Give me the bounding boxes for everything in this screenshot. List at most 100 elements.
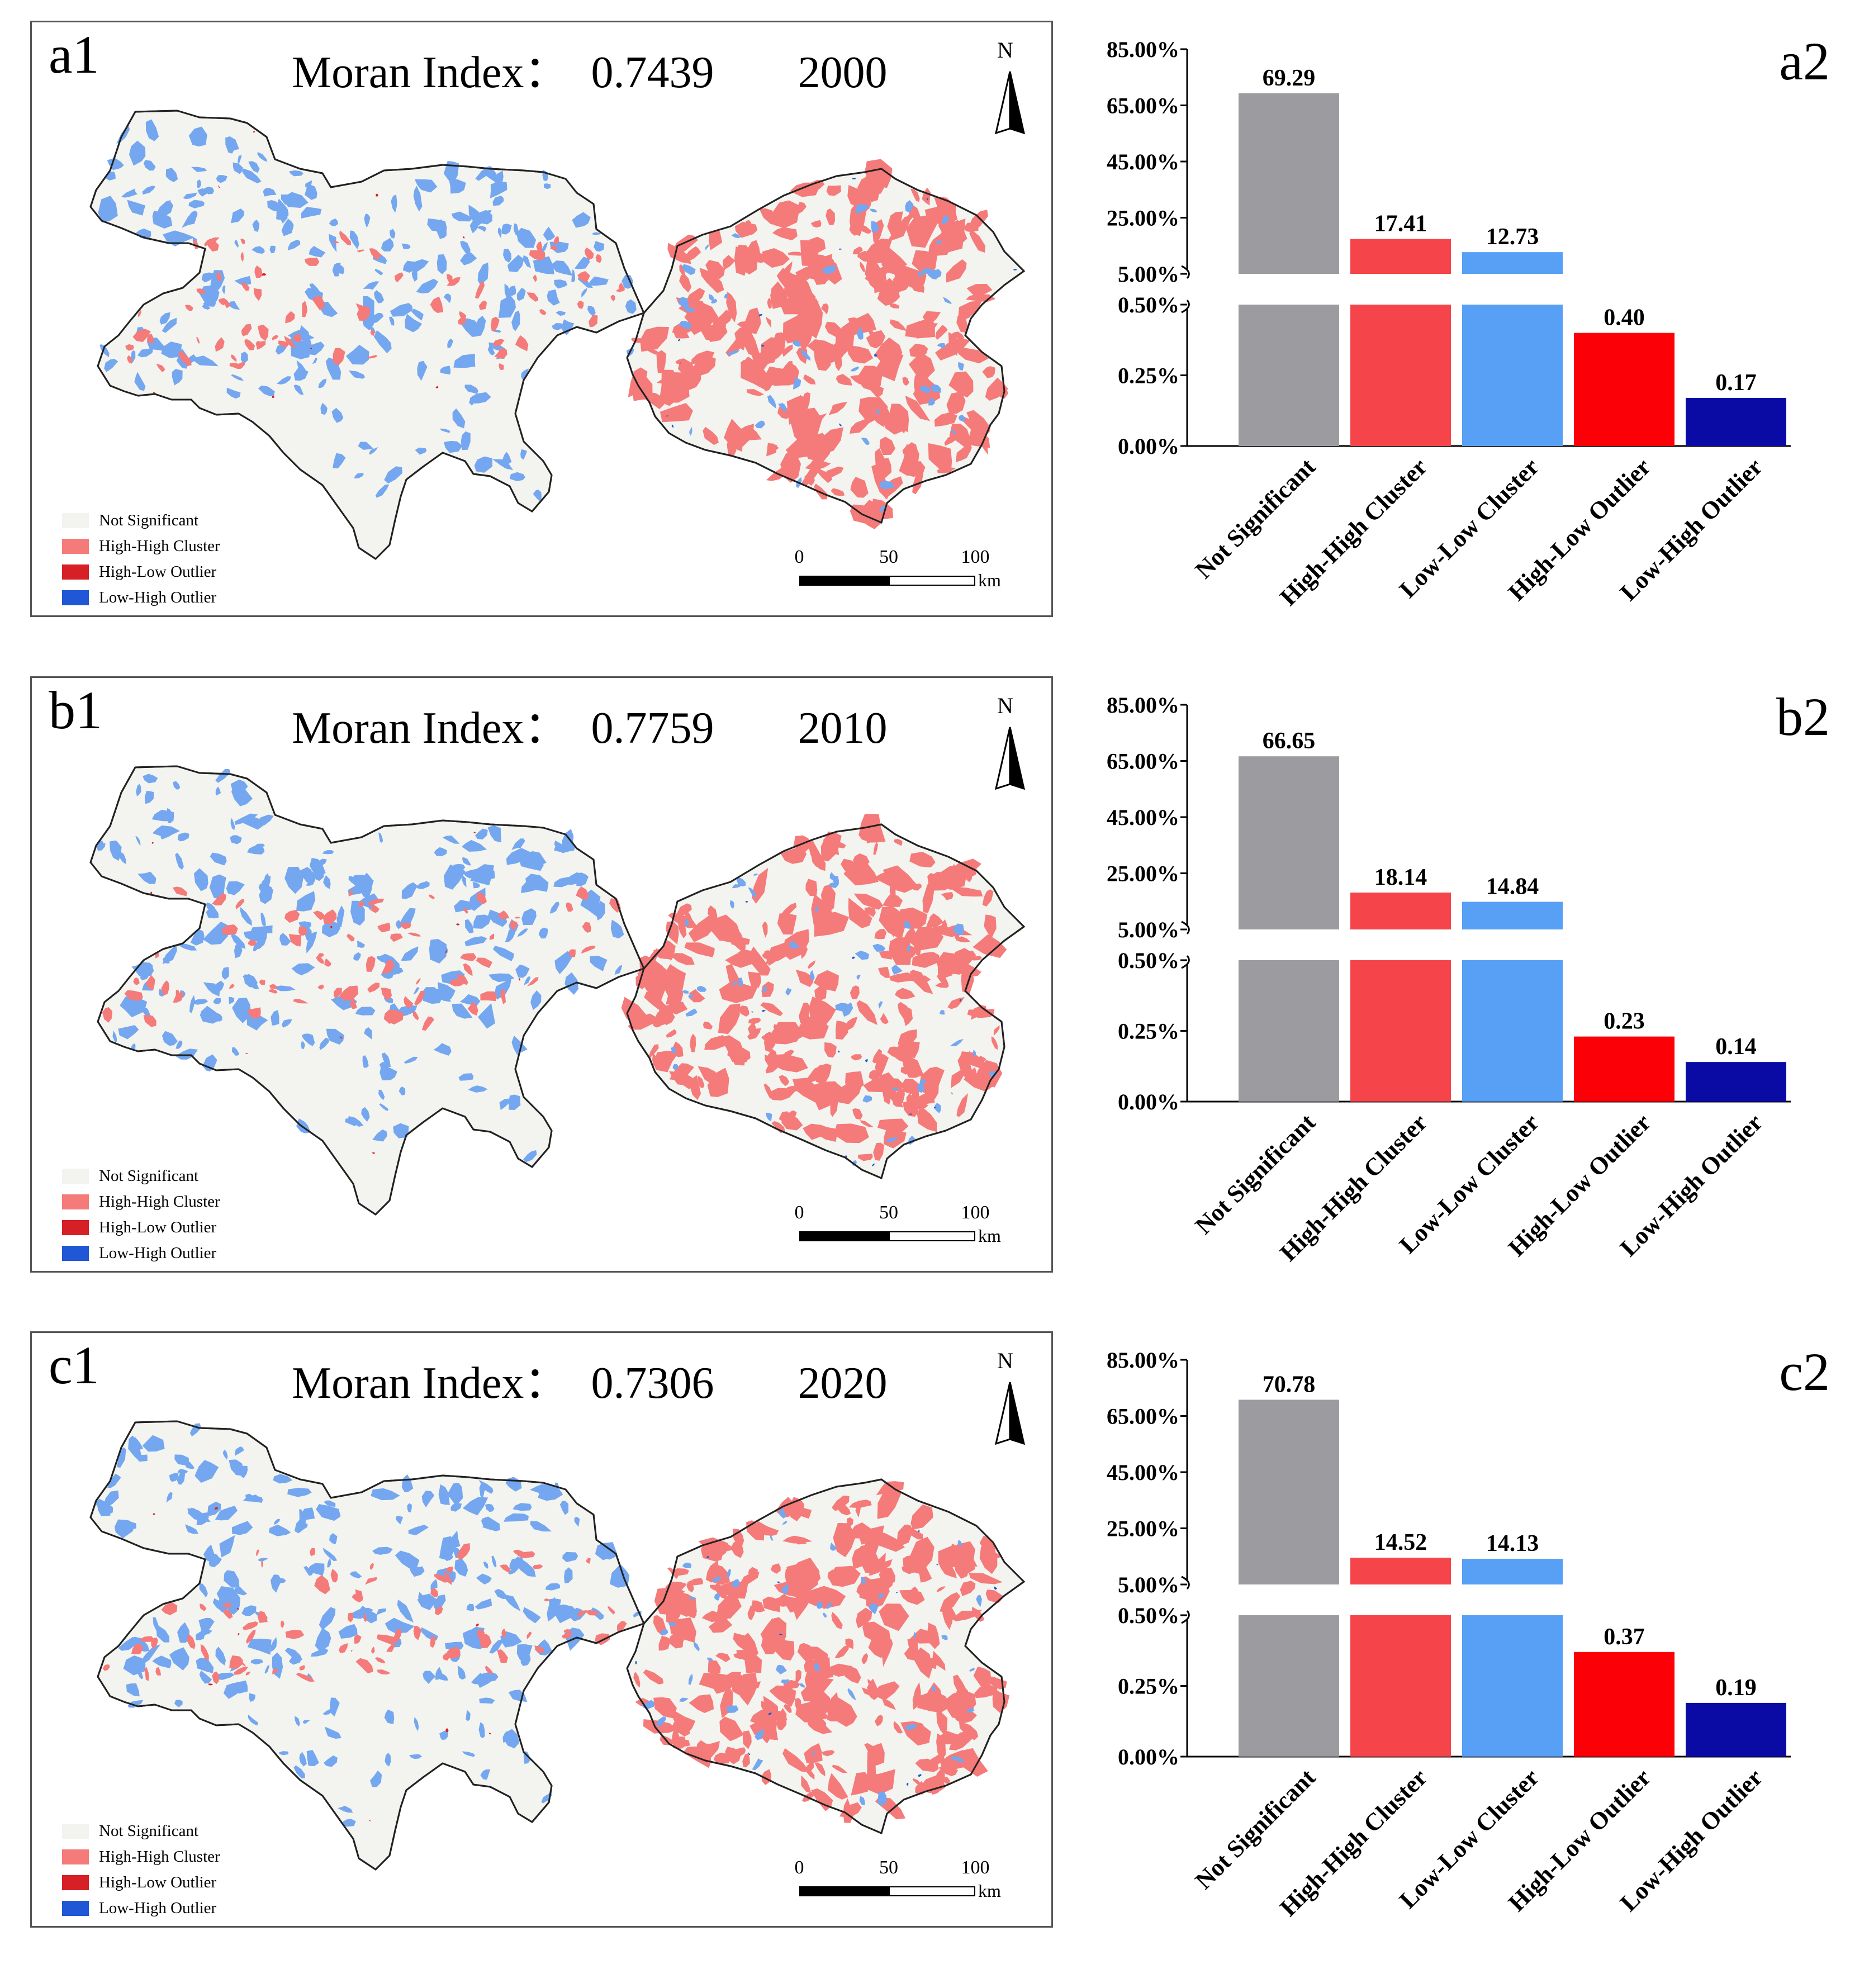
- cluster-patch: [730, 1540, 744, 1558]
- cluster-patch: [230, 931, 246, 949]
- cluster-patch: [905, 1524, 923, 1540]
- cluster-patch: [285, 311, 295, 324]
- cluster-patch: [940, 1009, 945, 1015]
- cluster-patch: [200, 1603, 207, 1611]
- legend-item: Low-Low Cluster: [62, 1921, 220, 1926]
- cluster-patch: [279, 932, 291, 946]
- cluster-patch: [748, 971, 762, 989]
- cluster-patch: [856, 327, 864, 340]
- cluster-patch: [728, 1054, 744, 1062]
- cluster-patch: [233, 162, 243, 174]
- cluster-patch: [701, 1611, 730, 1622]
- scale-bar: 0 50 100 km: [795, 548, 1001, 609]
- cluster-patch: [878, 1593, 884, 1600]
- cluster-patch: [413, 987, 420, 995]
- cluster-patch: [369, 1770, 382, 1787]
- cluster-patch: [135, 228, 151, 240]
- cluster-patch: [985, 1676, 1007, 1690]
- cluster-patch: [423, 1671, 436, 1685]
- cluster-patch: [761, 1629, 780, 1654]
- cluster-patch: [184, 305, 193, 311]
- cluster-patch: [459, 994, 481, 1005]
- cluster-patch: [712, 1576, 721, 1582]
- cluster-patch: [231, 1521, 253, 1535]
- cluster-patch: [682, 1562, 692, 1568]
- cluster-patch: [948, 1731, 974, 1750]
- north-arrow-icon: [994, 71, 1026, 135]
- cluster-patch: [862, 1095, 872, 1103]
- cluster-patch: [372, 1546, 393, 1555]
- cluster-patch: [685, 918, 690, 927]
- bar-upper-segment: [1462, 1559, 1563, 1584]
- cluster-patch: [196, 288, 206, 294]
- cluster-patch: [430, 296, 444, 313]
- cluster-patch: [771, 1121, 785, 1133]
- cluster-patch: [473, 832, 476, 833]
- cluster-patch: [718, 1003, 741, 1035]
- cluster-patch: [230, 779, 248, 798]
- cluster-patch: [288, 934, 301, 947]
- legend-label: High-Low Outlier: [99, 562, 217, 581]
- cluster-patch: [544, 1598, 550, 1602]
- cluster-patch: [587, 276, 609, 286]
- cluster-patch: [153, 1617, 161, 1635]
- cluster-patch: [770, 281, 788, 309]
- cluster-patch: [511, 1035, 528, 1055]
- cluster-patch: [781, 1113, 803, 1131]
- bar-value-label: 0.23: [1604, 1009, 1645, 1035]
- cluster-patch: [516, 227, 537, 248]
- cluster-patch: [151, 1637, 158, 1649]
- cluster-patch: [874, 1714, 883, 1726]
- bar-value-label: 14.52: [1374, 1530, 1427, 1555]
- cluster-patch: [761, 981, 774, 998]
- cluster-patch: [321, 921, 341, 938]
- cluster-patch: [476, 1573, 492, 1585]
- cluster-patch: [856, 974, 861, 980]
- cluster-patch: [670, 1047, 676, 1055]
- cluster-patch: [762, 1009, 766, 1012]
- moran-index-title: Moran Index： 0.7439 2000: [292, 50, 887, 95]
- cluster-patch: [161, 341, 182, 358]
- cluster-patch: [338, 1806, 353, 1813]
- cluster-patch: [936, 1733, 946, 1761]
- cluster-patch: [222, 285, 226, 295]
- cluster-patch: [813, 1749, 815, 1757]
- legend-item: Not Significant: [62, 1163, 220, 1189]
- cluster-patch: [927, 198, 928, 201]
- cluster-patch: [738, 1005, 750, 1017]
- cluster-patch: [637, 971, 650, 983]
- cluster-patch: [708, 293, 714, 301]
- cluster-patch: [394, 272, 404, 283]
- cluster-patch: [242, 168, 262, 183]
- cluster-patch: [703, 1021, 713, 1029]
- cluster-patch: [777, 1581, 780, 1583]
- cluster-patch: [456, 923, 460, 926]
- cluster-patch: [523, 255, 532, 268]
- cluster-patch: [339, 1643, 348, 1653]
- cluster-patch: [902, 926, 916, 950]
- cluster-patch: [358, 442, 374, 450]
- cluster-patch: [915, 1758, 939, 1772]
- cluster-patch: [543, 183, 551, 189]
- cluster-patch: [973, 1667, 992, 1690]
- map-panel-a1: a1 Moran Index： 0.7439 2000 N Not Signific…: [30, 21, 1053, 617]
- cluster-patch: [315, 866, 324, 881]
- cluster-patch: [699, 1741, 720, 1760]
- cluster-patch: [188, 126, 207, 147]
- cluster-patch: [281, 1019, 292, 1028]
- cluster-patch: [710, 298, 718, 304]
- cluster-patch: [191, 167, 207, 172]
- cluster-patch: [345, 344, 369, 365]
- cluster-patch: [908, 354, 935, 378]
- cluster-patch: [489, 1639, 503, 1654]
- cluster-patch: [384, 466, 402, 484]
- cluster-patch: [934, 1102, 941, 1113]
- legend-label: Not Significant: [99, 1166, 199, 1185]
- cluster-patch: [769, 1685, 796, 1707]
- cluster-patch: [625, 299, 637, 314]
- cluster-patch: [395, 919, 402, 929]
- cluster-patch: [905, 200, 914, 212]
- cluster-patch: [679, 320, 692, 330]
- cluster-patch: [914, 1090, 935, 1105]
- cluster-patch: [460, 953, 477, 961]
